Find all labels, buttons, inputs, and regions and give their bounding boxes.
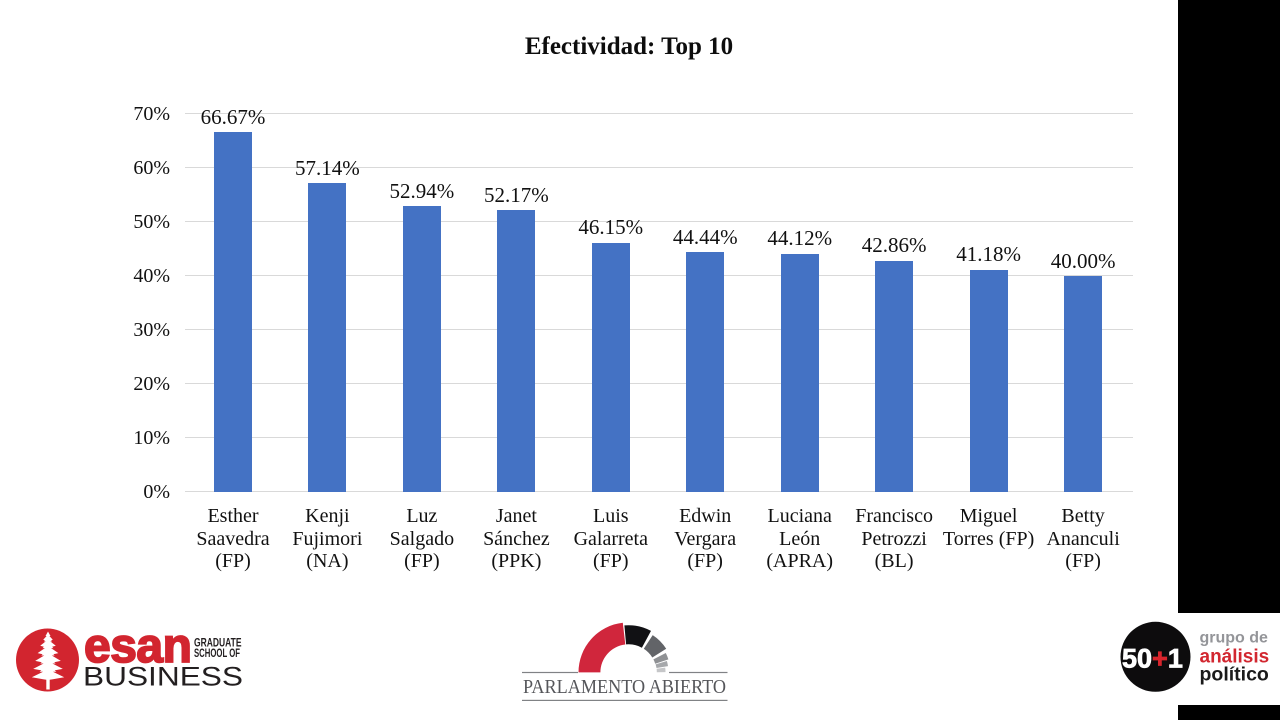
svg-text:50+1: 50+1	[1122, 644, 1183, 674]
svg-text:SCHOOL OF: SCHOOL OF	[194, 646, 240, 660]
svg-text:grupo de: grupo de	[1200, 630, 1269, 647]
svg-text:análisis: análisis	[1200, 647, 1270, 668]
svg-text:político: político	[1200, 664, 1269, 686]
svg-text:PARLAMENTO ABIERTO: PARLAMENTO ABIERTO	[523, 677, 726, 698]
svg-text:BUSINESS: BUSINESS	[83, 662, 243, 692]
svg-text:GRADUATE: GRADUATE	[194, 635, 242, 649]
svg-text:esan: esan	[84, 620, 191, 673]
